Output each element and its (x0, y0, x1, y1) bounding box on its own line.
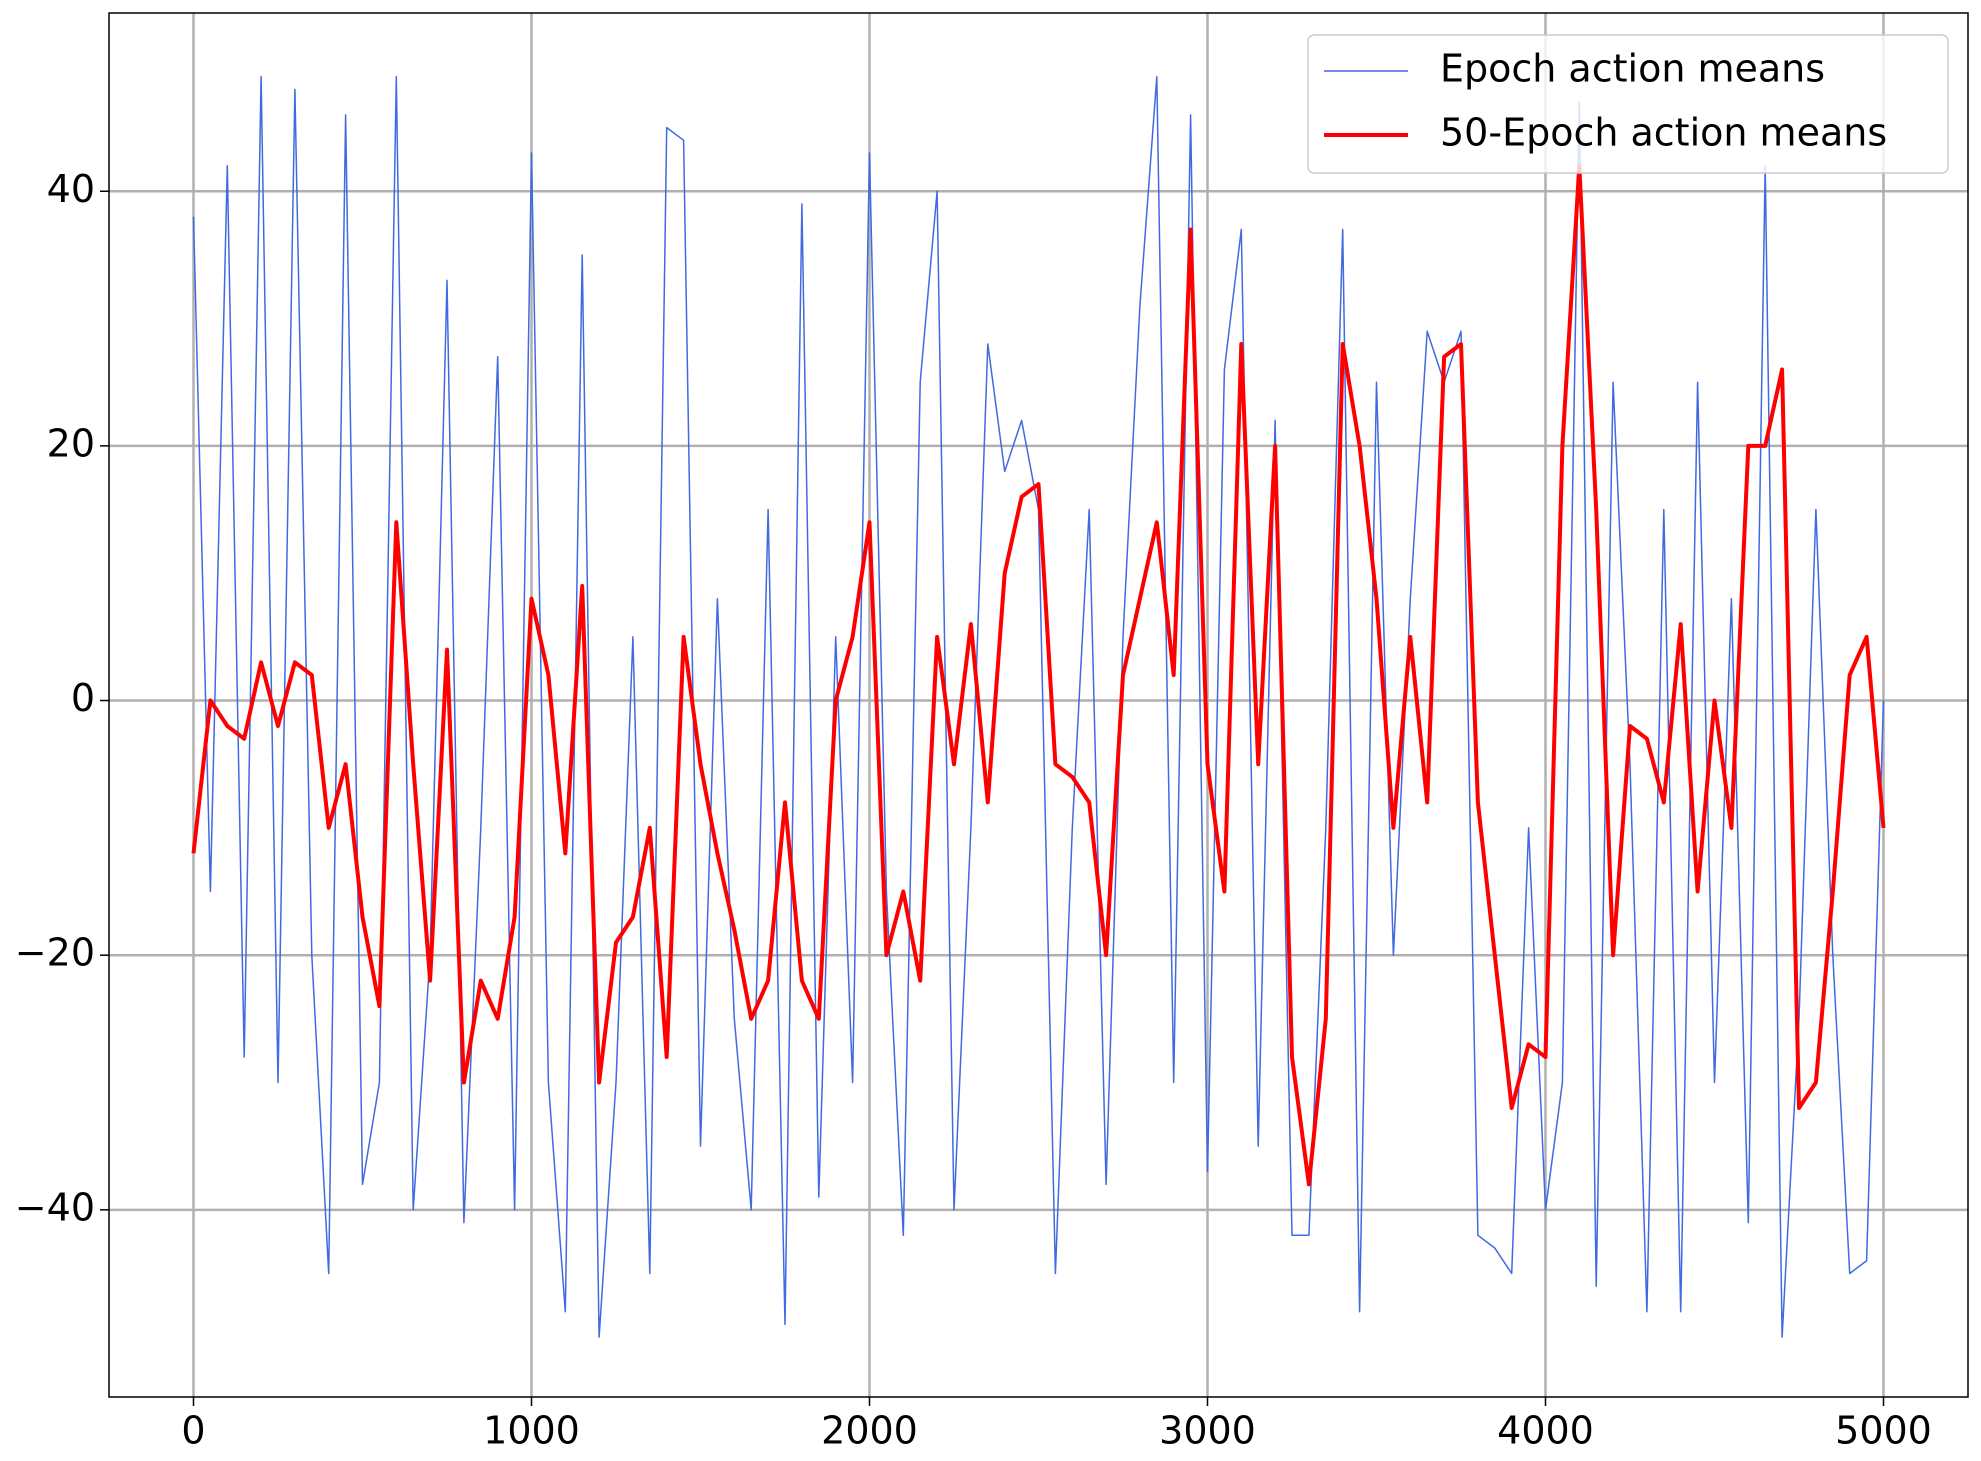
data-line (191, 163, 1886, 1187)
legend-label: 50-Epoch action means (1440, 111, 1887, 155)
x-tick-label: 4000 (1497, 1409, 1594, 1453)
y-tick-label: 0 (71, 676, 95, 720)
y-tick-label: 20 (47, 421, 95, 465)
y-tick-label: 40 (47, 167, 95, 211)
x-tick-label: 3000 (1159, 1409, 1256, 1453)
legend-box (1307, 34, 1949, 174)
plot-frame (108, 12, 1969, 1398)
y-tick-label: −40 (15, 1185, 95, 1229)
legend-label: Epoch action means (1440, 47, 1825, 91)
x-tick-label: 5000 (1835, 1409, 1932, 1453)
x-tick-label: 1000 (483, 1409, 580, 1453)
y-tick-label: −20 (15, 931, 95, 975)
x-tick-label: 0 (181, 1409, 205, 1453)
x-tick-label: 2000 (821, 1409, 918, 1453)
data-line (192, 75, 1885, 1338)
